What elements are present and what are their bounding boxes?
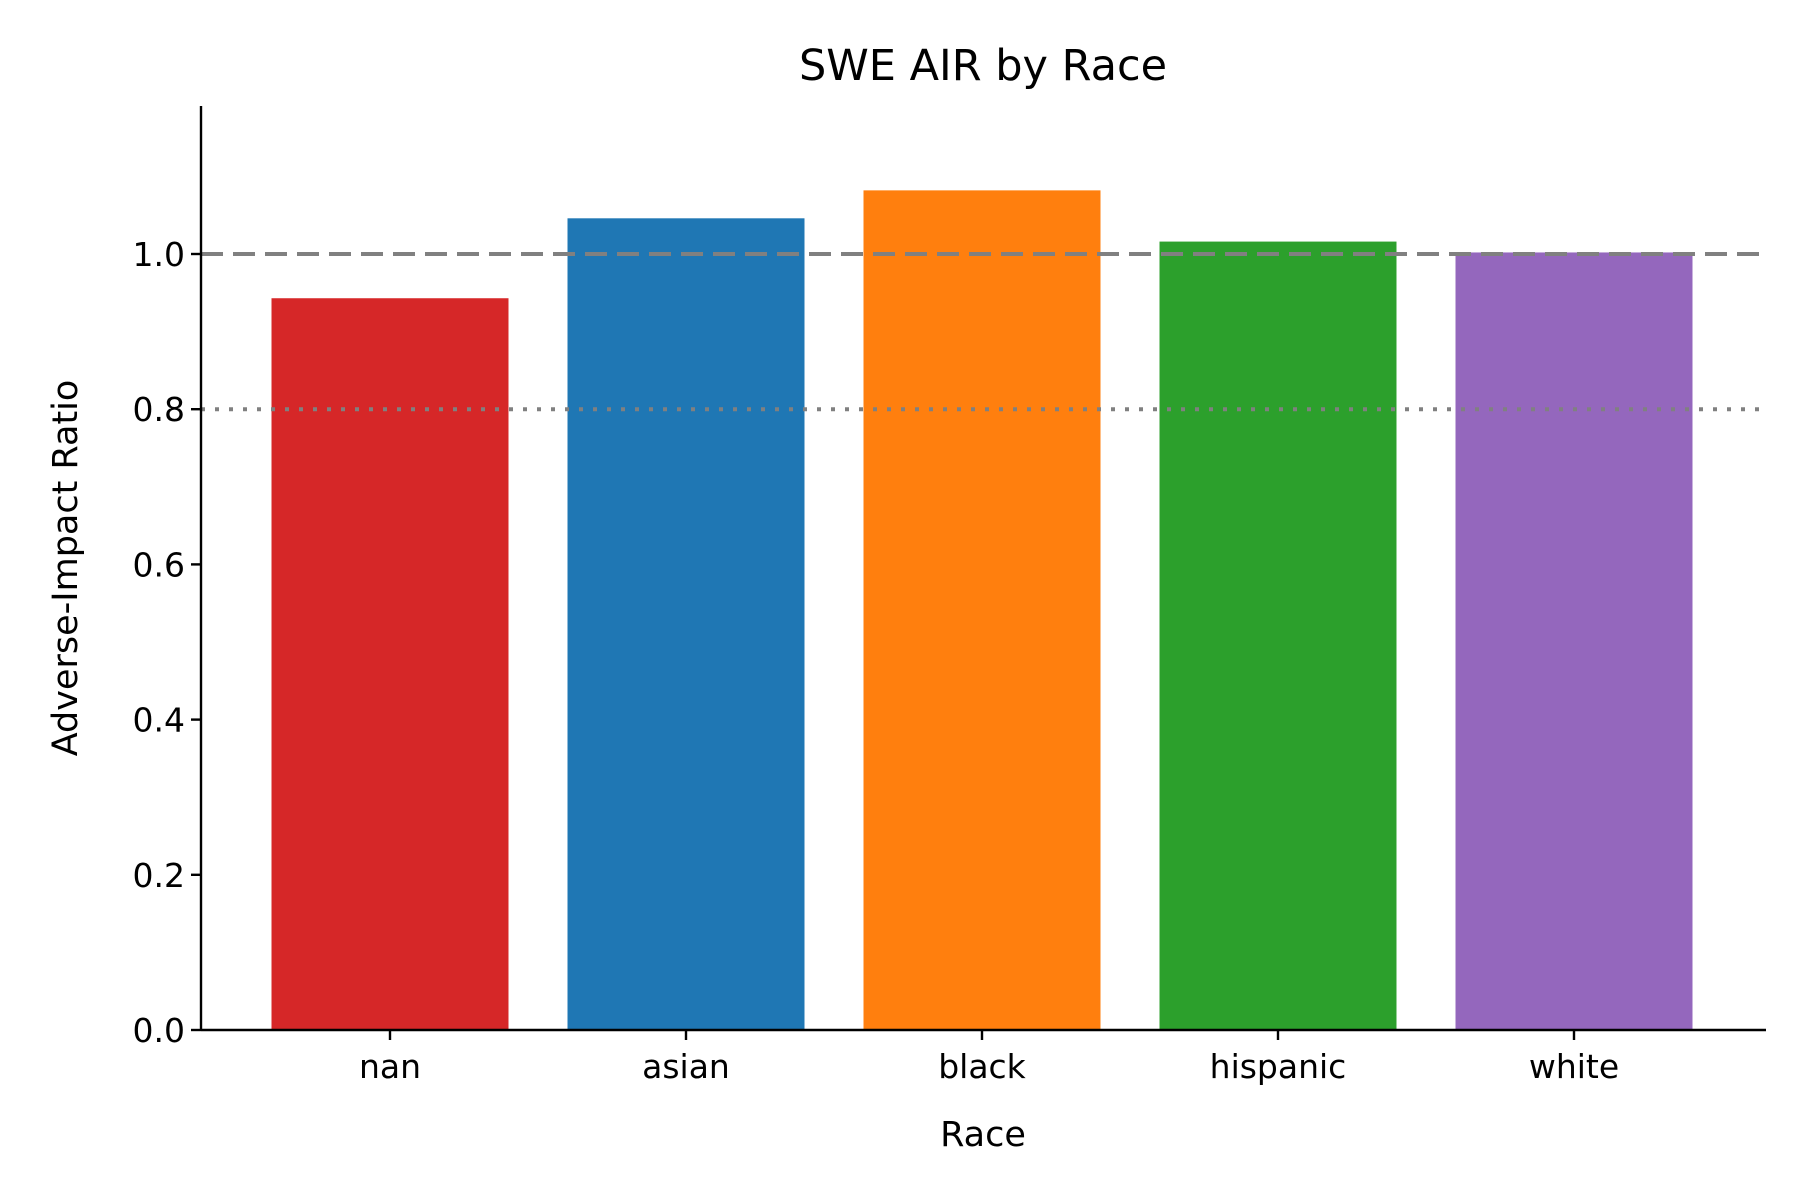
y-axis-title: Adverse-Impact Ratio — [46, 380, 86, 757]
bar-black — [863, 190, 1101, 1031]
chart-title: SWE AIR by Race — [799, 41, 1167, 91]
y-tick-label: 0.4 — [133, 701, 185, 740]
x-tick-label-nan: nan — [359, 1047, 421, 1086]
x-tick-label-white: white — [1529, 1047, 1619, 1086]
y-tick-label: 0.2 — [133, 856, 185, 895]
bars-layer — [271, 190, 1693, 1031]
reference-lines-layer — [201, 252, 1766, 412]
y-ticks-layer: 0.0 0.2 0.4 0.6 0.8 1.0 — [133, 235, 201, 1050]
y-tick-label: 0.0 — [133, 1011, 185, 1050]
x-ticks-layer: nan asian black hispanic white — [359, 1030, 1619, 1086]
y-tick-label: 0.8 — [133, 390, 185, 429]
bar-asian — [567, 218, 805, 1030]
x-tick-label-black: black — [938, 1047, 1026, 1086]
x-tick-label-hispanic: hispanic — [1210, 1047, 1347, 1086]
bar-nan — [271, 298, 509, 1030]
y-tick-label: 1.0 — [133, 235, 185, 274]
bar-white — [1455, 252, 1693, 1030]
x-axis-title: Race — [940, 1115, 1026, 1155]
y-tick-label: 0.6 — [133, 545, 185, 584]
x-tick-label-asian: asian — [642, 1047, 730, 1086]
bar-hispanic — [1159, 241, 1397, 1031]
